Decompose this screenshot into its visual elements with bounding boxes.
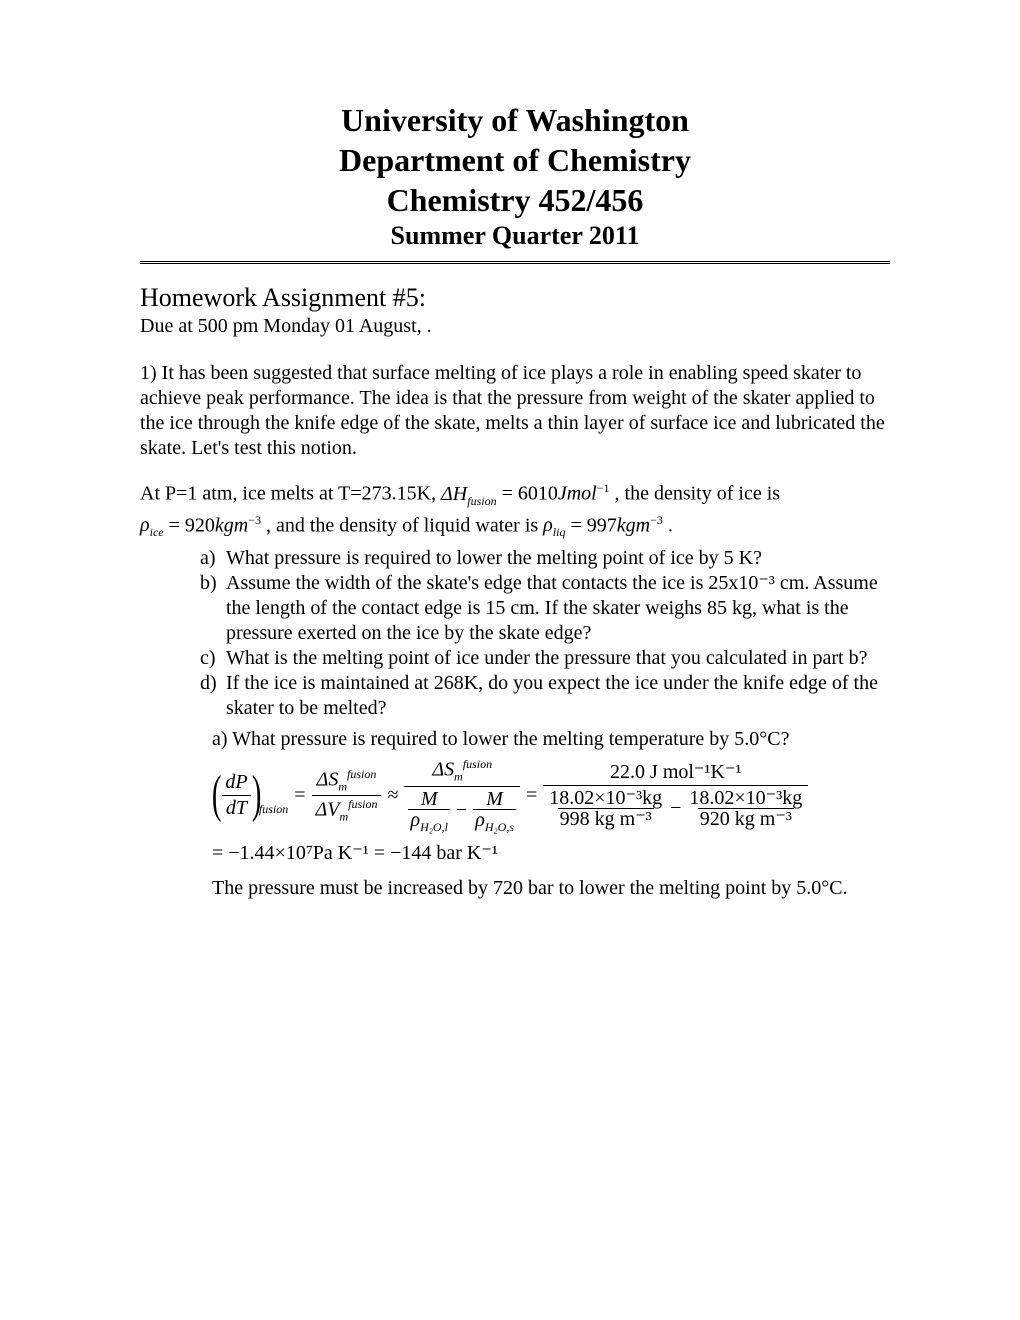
given-line-1: At P=1 atm, ice melts at T=273.15K, ΔHfu… bbox=[140, 481, 890, 509]
rho-ice-val: = 920 bbox=[164, 514, 215, 536]
part-b-label: b) bbox=[200, 571, 226, 646]
result-value: = −1.44×10⁷Pa K⁻¹ = −144 bar K⁻¹ bbox=[212, 841, 890, 866]
header-divider bbox=[140, 261, 890, 268]
problem-intro: 1) It has been suggested that surface me… bbox=[140, 361, 890, 461]
equals-1: = bbox=[294, 783, 305, 808]
header-line-1: University of Washington bbox=[140, 100, 890, 140]
subparts-list: a) What pressure is required to lower th… bbox=[200, 546, 890, 721]
part-a-text: What pressure is required to lower the m… bbox=[226, 546, 890, 571]
clausius-clapeyron-equation: ( dP dT ) fusion = ΔSmfusion ΔVmfusion ≈… bbox=[212, 758, 890, 832]
fusion-subscript: fusion bbox=[259, 802, 288, 817]
rho-liq-symbol: ρliq bbox=[543, 514, 565, 536]
part-d: d) If the ice is maintained at 268K, do … bbox=[200, 671, 890, 721]
homework-title: Homework Assignment #5: bbox=[140, 282, 890, 315]
part-d-label: d) bbox=[200, 671, 226, 721]
approx-sign: ≈ bbox=[387, 783, 398, 808]
rho-ice-unit: kgm bbox=[215, 514, 248, 536]
given-suffix: , the density of ice is bbox=[610, 483, 781, 505]
answer-a-heading: a) What pressure is required to lower th… bbox=[212, 727, 890, 752]
header-line-3: Chemistry 452/456 bbox=[140, 180, 890, 220]
left-paren-icon: ( bbox=[212, 769, 222, 821]
rho-ice-symbol: ρice bbox=[140, 514, 164, 536]
conclusion-text: The pressure must be increased by 720 ba… bbox=[212, 876, 890, 901]
ds-over-volume-diff: ΔSmfusion M ρH₂O,l − M ρH₂O,s bbox=[404, 758, 520, 832]
dp-dt-fraction: dP dT bbox=[221, 772, 251, 819]
part-a: a) What pressure is required to lower th… bbox=[200, 546, 890, 571]
rho-ice-exp: −3 bbox=[248, 513, 261, 527]
part-d-text: If the ice is maintained at 268K, do you… bbox=[226, 671, 890, 721]
rho-liq-unit: kgm bbox=[617, 514, 650, 536]
part-c-text: What is the melting point of ice under t… bbox=[226, 646, 890, 671]
given-line-2: ρice = 920kgm−3 , and the density of liq… bbox=[140, 513, 890, 541]
given2-end: . bbox=[663, 514, 673, 536]
part-b-text: Assume the width of the skate's edge tha… bbox=[226, 571, 890, 646]
part-c: c) What is the melting point of ice unde… bbox=[200, 646, 890, 671]
document-header: University of Washington Department of C… bbox=[140, 100, 890, 253]
given-prefix: At P=1 atm, ice melts at T=273.15K, bbox=[140, 483, 441, 505]
part-b: b) Assume the width of the skate's edge … bbox=[200, 571, 890, 646]
header-line-2: Department of Chemistry bbox=[140, 140, 890, 180]
part-c-label: c) bbox=[200, 646, 226, 671]
rho-liq-exp: −3 bbox=[650, 513, 663, 527]
given2-mid: , and the density of liquid water is bbox=[261, 514, 543, 536]
delta-h-symbol: ΔHfusion bbox=[441, 483, 497, 505]
delta-h-eq: = 6010 bbox=[497, 483, 558, 505]
part-a-label: a) bbox=[200, 546, 226, 571]
ds-dv-fraction: ΔSmfusion ΔVmfusion bbox=[312, 768, 382, 824]
header-line-4: Summer Quarter 2011 bbox=[140, 220, 890, 253]
rho-liq-val: = 997 bbox=[565, 514, 616, 536]
delta-h-units: Jmol bbox=[558, 483, 597, 505]
delta-h-exp: −1 bbox=[597, 481, 610, 495]
numeric-fraction: 22.0 J mol⁻¹K⁻¹ 18.02×10⁻³kg 998 kg m⁻³ … bbox=[543, 762, 808, 829]
right-paren-icon: ) bbox=[251, 769, 261, 821]
due-date: Due at 500 pm Monday 01 August, . bbox=[140, 314, 890, 339]
equals-2: = bbox=[526, 783, 537, 808]
